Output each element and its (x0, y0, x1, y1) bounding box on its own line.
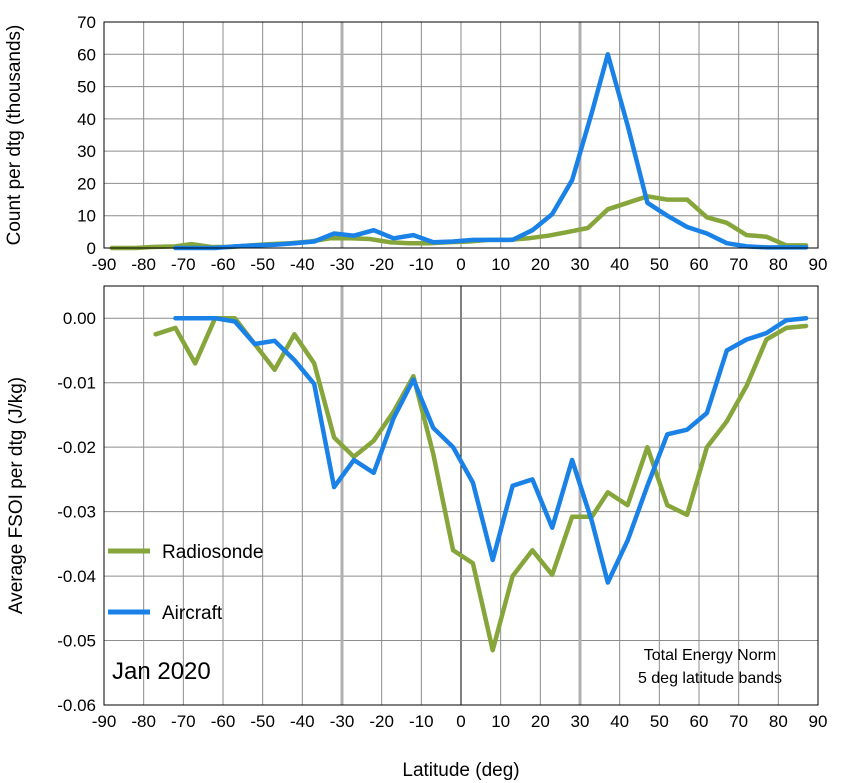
x-tick-label: -50 (250, 255, 275, 274)
x-tick-label: -30 (330, 255, 355, 274)
aircraft-line (173, 52, 809, 251)
x-tick-label: 40 (610, 255, 629, 274)
count-y-axis-label: Count per dtg (thousands) (4, 25, 25, 246)
fsoi-panel: -90 -80 -70 -60 -50 -40 -30 -20 -10 0 10 20 30 40 50 60… (6, 285, 828, 781)
x-tick-label: 70 (729, 255, 748, 274)
x-tick-label: 20 (531, 712, 550, 731)
count-grid (104, 22, 818, 248)
x-tick-label: 90 (809, 255, 828, 274)
x-tick-label: 30 (571, 712, 590, 731)
count-latitude-markers (340, 22, 582, 248)
annotation-norm: Total Energy Norm (644, 647, 777, 664)
x-tick-label: 90 (809, 712, 828, 731)
aircraft-line (173, 315, 809, 585)
y-tick-label: 30 (77, 142, 96, 161)
y-tick-label: -0.02 (57, 438, 96, 457)
x-tick-label: 60 (690, 712, 709, 731)
radiosonde-line (153, 315, 809, 653)
y-tick-label: -0.01 (57, 374, 96, 393)
x-tick-label: -40 (290, 255, 315, 274)
y-tick-label: 10 (77, 207, 96, 226)
fsoi-series (153, 315, 809, 653)
x-tick-label: 0 (456, 712, 465, 731)
count-y-tick-labels: 0 10 20 30 40 50 60 70 (77, 13, 96, 258)
legend: Radiosonde Aircraft (108, 542, 263, 624)
x-tick-label: -60 (211, 712, 236, 731)
legend-radiosonde-label: Radiosonde (162, 542, 263, 563)
x-tick-label: 30 (571, 255, 590, 274)
annotation-bands: 5 deg latitude bands (638, 670, 782, 687)
count-series (109, 52, 809, 251)
fsoi-latitude-markers (340, 286, 582, 705)
x-tick-label: -30 (330, 712, 355, 731)
x-tick-label: 70 (729, 712, 748, 731)
y-tick-label: 70 (77, 13, 96, 32)
x-tick-label: -10 (409, 255, 434, 274)
x-tick-label: 50 (650, 712, 669, 731)
x-tick-label: -80 (131, 255, 156, 274)
y-tick-label: 60 (77, 45, 96, 64)
y-tick-label: -0.04 (57, 567, 96, 586)
y-tick-label: 50 (77, 78, 96, 97)
x-tick-label: -20 (369, 255, 394, 274)
fsoi-grid (104, 286, 818, 705)
fsoi-y-tick-labels: 0.00 -0.01 -0.02 -0.03 -0.04 -0.05 -0.06 (57, 309, 96, 715)
y-tick-label: -0.06 (57, 696, 96, 715)
x-tick-label: -80 (131, 712, 156, 731)
x-tick-label: 10 (491, 255, 510, 274)
x-tick-label: -90 (92, 255, 117, 274)
x-tick-label: 60 (690, 255, 709, 274)
x-tick-label: -70 (171, 255, 196, 274)
x-tick-label: -40 (290, 712, 315, 731)
fsoi-y-axis-label: Average FSOI per dtg (J/kg) (6, 377, 27, 614)
y-tick-label: 40 (77, 110, 96, 129)
x-tick-label: -50 (250, 712, 275, 731)
y-tick-label: 0 (87, 239, 96, 258)
x-tick-label: -90 (92, 712, 117, 731)
count-panel: -90 -80 -70 -60 -50 -40 -30 -20 -10 0 10 20 30 40 50 60… (4, 13, 827, 274)
x-tick-label: -10 (409, 712, 434, 731)
y-tick-label: -0.03 (57, 503, 96, 522)
x-tick-label: 80 (769, 712, 788, 731)
x-tick-label: 10 (491, 712, 510, 731)
x-tick-label: 40 (610, 712, 629, 731)
x-tick-label: 50 (650, 255, 669, 274)
period-label: Jan 2020 (112, 658, 211, 685)
x-tick-label: 20 (531, 255, 550, 274)
x-tick-label: 0 (456, 255, 465, 274)
y-tick-label: -0.05 (57, 632, 96, 651)
y-tick-label: 20 (77, 174, 96, 193)
legend-aircraft-label: Aircraft (162, 603, 223, 624)
fsoi-plot-frame (103, 285, 819, 706)
count-x-tick-labels: -90 -80 -70 -60 -50 -40 -30 -20 -10 0 10 20 30 40 50 60… (92, 255, 828, 274)
x-axis-label: Latitude (deg) (402, 760, 519, 781)
x-tick-label: -70 (171, 712, 196, 731)
count-plot-frame (103, 21, 819, 249)
x-tick-label: 80 (769, 255, 788, 274)
x-tick-label: -20 (369, 712, 394, 731)
fsoi-x-tick-labels: -90 -80 -70 -60 -50 -40 -30 -20 -10 0 10 20 30 40 50 60… (92, 712, 828, 731)
x-tick-label: -60 (211, 255, 236, 274)
y-tick-label: 0.00 (63, 309, 96, 328)
